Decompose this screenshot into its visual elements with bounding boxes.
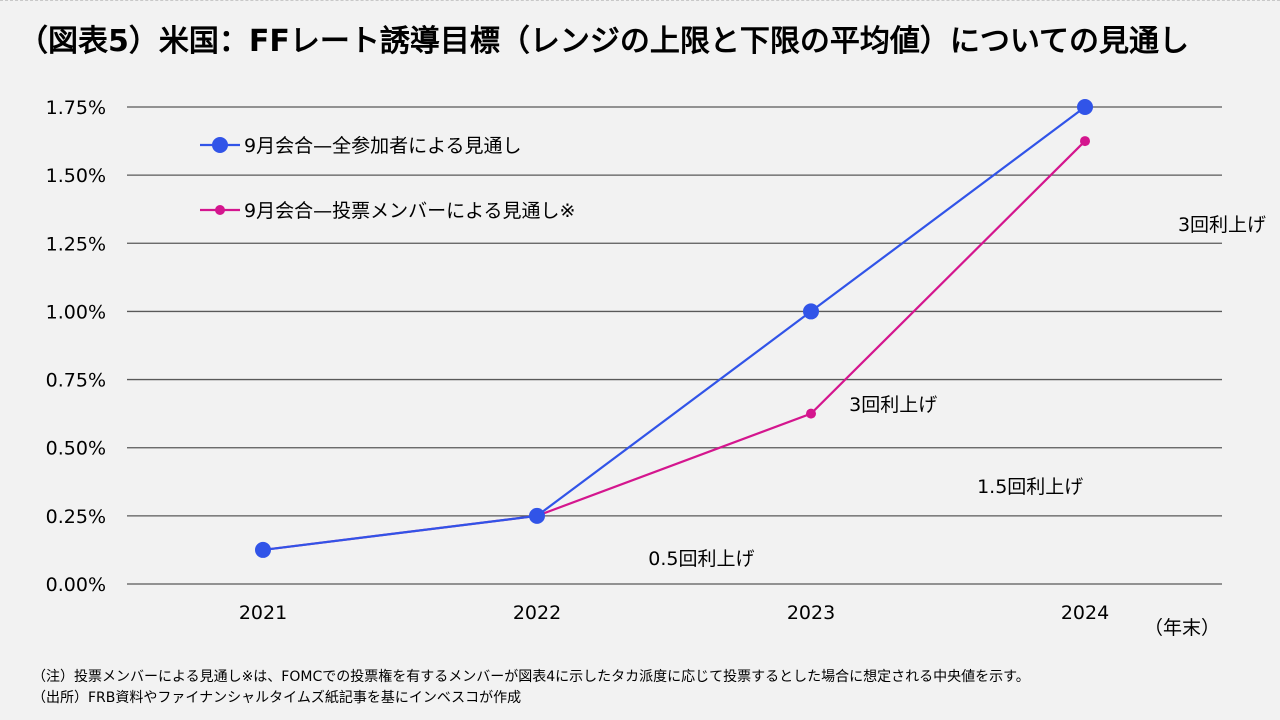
y-tick-label: 1.25% [46, 233, 106, 255]
legend-label: 9月会合—全参加者による見通し [244, 135, 522, 157]
legend-marker [212, 137, 228, 153]
y-tick-label: 0.75% [46, 370, 106, 392]
annotation-label: 3回利上げ [849, 394, 937, 416]
data-point [806, 408, 816, 419]
data-point [529, 507, 545, 524]
top-rule [0, 0, 1280, 1]
annotation-label: 1.5回利上げ [977, 476, 1083, 498]
source-line: （出所）FRB資料やファイナンシャルタイムズ紙記事を基にインベスコが作成 [32, 690, 522, 706]
x-unit-label: （年末） [1144, 617, 1220, 639]
legend-marker [215, 205, 225, 215]
y-tick-label: 0.25% [46, 506, 106, 528]
data-point [255, 541, 271, 558]
line-chart: 0.00% 0.25% 0.50% 0.75% 1.00% 1.25% 1.50% 1.75%… [46, 97, 1266, 639]
y-tick-label: 1.75% [46, 97, 106, 119]
x-tick-label: 2021 [239, 602, 287, 624]
legend-label: 9月会合—投票メンバーによる見通し※ [244, 200, 575, 222]
x-tick-label: 2023 [787, 602, 835, 624]
annotation-label: 0.5回利上げ [648, 548, 754, 570]
data-point [803, 303, 819, 320]
chart-title: （図表5）米国：FFレート誘導目標（レンジの上限と下限の平均値）についての見通し [18, 24, 1189, 59]
y-tick-label: 1.50% [46, 165, 106, 187]
note-line: （注）投票メンバーによる見通し※は、FOMCでの投票権を有するメンバーが図表4に… [32, 669, 1030, 685]
x-tick-label: 2022 [513, 602, 561, 624]
data-point [1080, 136, 1090, 147]
chart-notes: （注）投票メンバーによる見通し※は、FOMCでの投票権を有するメンバーが図表4に… [32, 667, 1030, 709]
y-tick-label: 0.00% [46, 574, 106, 596]
y-tick-label: 1.00% [46, 301, 106, 323]
annotation-label: 3回利上げ [1178, 214, 1266, 236]
y-tick-label: 0.50% [46, 438, 106, 460]
x-tick-label: 2024 [1061, 602, 1109, 624]
data-point [1077, 99, 1093, 115]
series-line [262, 106, 1086, 552]
